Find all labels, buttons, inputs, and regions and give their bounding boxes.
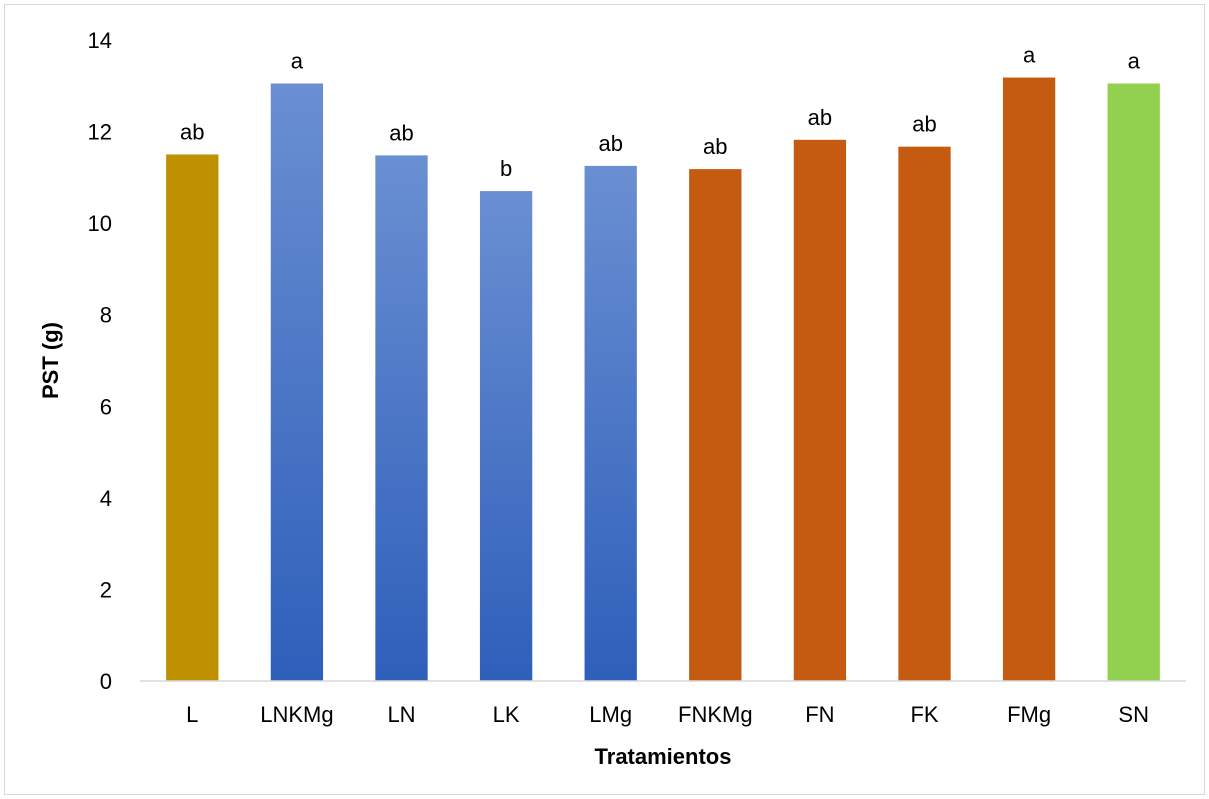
bar-FNKMg	[689, 169, 742, 681]
bar-LN	[375, 155, 428, 681]
bar-LNKMg	[270, 83, 324, 681]
bar-SN	[1107, 83, 1160, 681]
x-axis-title: Tratamientos	[595, 744, 732, 769]
x-tick-label-SN: SN	[1118, 702, 1149, 727]
data-label-SN: a	[1128, 48, 1141, 73]
y-tick-label: 0	[100, 669, 112, 694]
bar-LK	[479, 191, 533, 682]
data-label-FN: ab	[808, 105, 832, 130]
x-tick-label-LNKMg: LNKMg	[260, 702, 333, 727]
x-axis-ticks: L LNKMg LN LK LMg FNKMg FN FK FMg SN	[186, 702, 1149, 727]
data-label-L: ab	[180, 119, 204, 144]
data-label-LMg: ab	[598, 131, 622, 156]
x-tick-label-L: L	[186, 702, 198, 727]
x-tick-label-LN: LN	[387, 702, 415, 727]
y-tick-label: 14	[88, 28, 112, 53]
bar-FN	[793, 139, 847, 681]
data-label-LK: b	[500, 156, 512, 181]
y-tick-label: 12	[88, 120, 112, 145]
y-tick-label: 6	[100, 394, 112, 419]
bar-LMg	[584, 165, 637, 682]
x-tick-label-FN: FN	[805, 702, 834, 727]
bar-FMg	[1002, 77, 1056, 681]
bar-L	[166, 154, 219, 681]
data-label-LNKMg: a	[291, 48, 304, 73]
data-labels: ab a ab b ab ab ab ab a a	[180, 43, 1141, 182]
x-tick-label-FMg: FMg	[1007, 702, 1051, 727]
y-tick-label: 8	[100, 303, 112, 328]
x-tick-label-LK: LK	[493, 702, 520, 727]
bars	[166, 77, 1160, 682]
data-label-FNKMg: ab	[703, 134, 727, 159]
y-tick-label: 4	[100, 486, 112, 511]
bar-FK	[898, 146, 951, 681]
x-tick-label-FK: FK	[910, 702, 938, 727]
data-label-FMg: a	[1023, 43, 1036, 68]
x-tick-label-FNKMg: FNKMg	[678, 702, 753, 727]
data-label-FK: ab	[912, 112, 936, 137]
x-tick-label-LMg: LMg	[589, 702, 632, 727]
y-tick-label: 10	[88, 211, 112, 236]
data-label-LN: ab	[389, 120, 413, 145]
y-tick-label: 2	[100, 577, 112, 602]
y-axis-title: PST (g)	[38, 322, 63, 399]
y-axis-ticks: 0 2 4 6 8 10 12 14	[88, 28, 112, 694]
